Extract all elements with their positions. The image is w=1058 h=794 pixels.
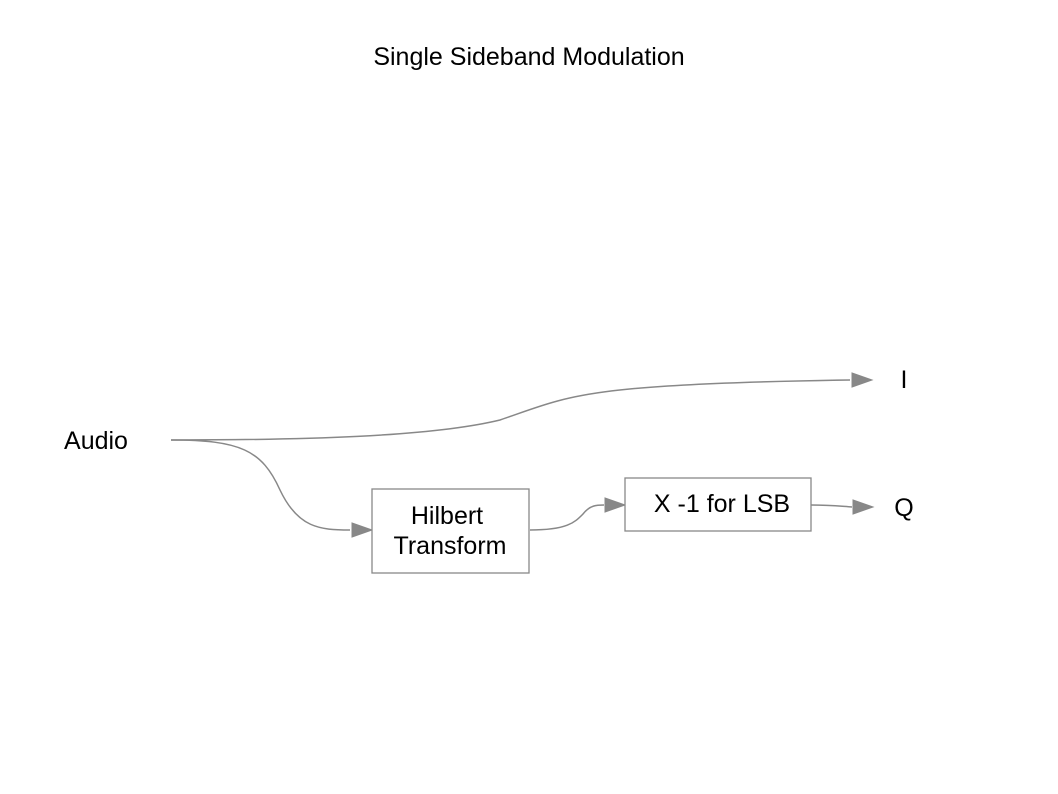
arrowhead-q — [852, 499, 875, 515]
edge-audio-to-hilbert — [170, 439, 351, 531]
arrowhead-hilbert — [351, 522, 374, 538]
diagram-title: Single Sideband Modulation — [373, 43, 684, 71]
node-q-output: Q — [894, 494, 913, 522]
arrowhead-i — [851, 372, 874, 388]
node-invert-box — [624, 477, 812, 532]
arrowhead-invert — [604, 497, 627, 513]
edge-hilbert-to-invert — [529, 504, 605, 531]
node-hilbert-label-line2: Transform — [394, 532, 507, 560]
edge-audio-to-i — [170, 379, 851, 441]
node-hilbert-box — [371, 488, 530, 574]
node-i-output: I — [901, 366, 908, 394]
node-invert-label: X -1 for LSB — [654, 490, 790, 518]
node-audio: Audio — [64, 427, 128, 455]
node-hilbert-label-line1: Hilbert — [411, 502, 483, 530]
edge-invert-to-q — [810, 504, 853, 508]
